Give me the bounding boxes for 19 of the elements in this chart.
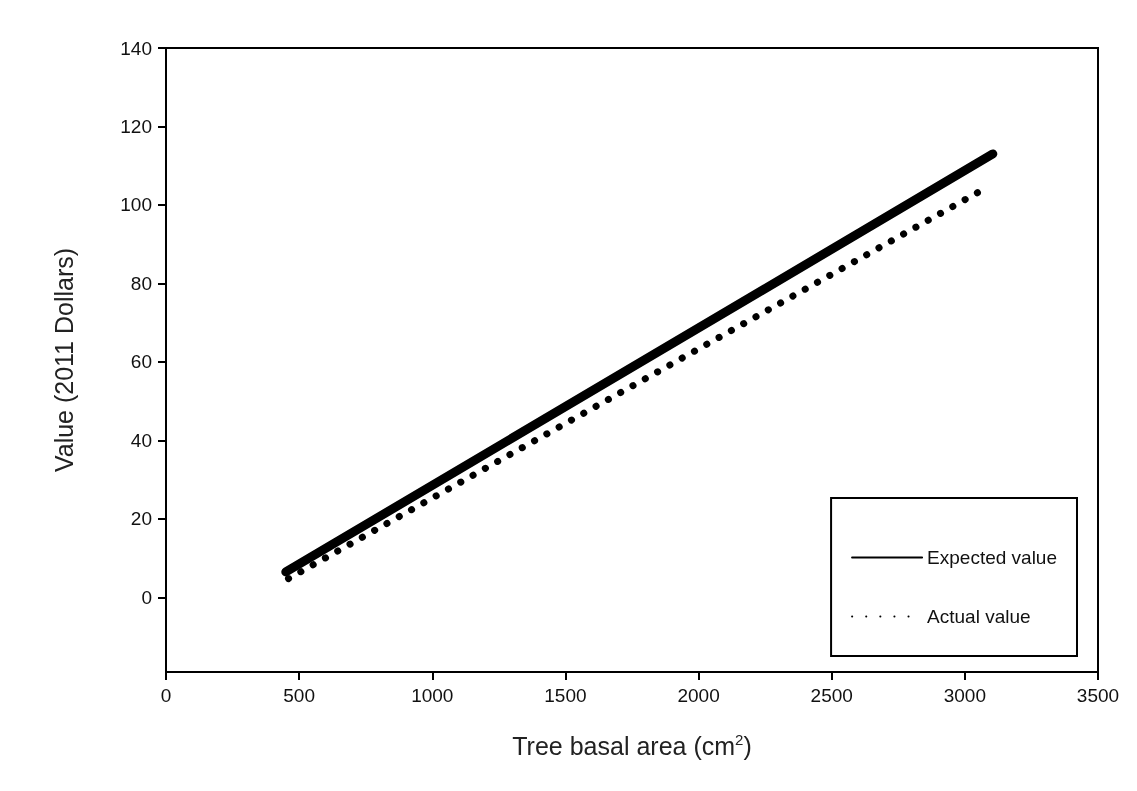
x-tick-label: 0 — [160, 685, 172, 706]
y-axis-title: Value (2011 Dollars) — [49, 247, 78, 473]
x-tick-label: 2000 — [677, 685, 720, 706]
x-tick-label: 1000 — [411, 685, 454, 706]
y-tick-label: 0 — [141, 586, 152, 608]
legend-label: Actual value — [927, 606, 1031, 627]
legend-label: Expected value — [927, 547, 1057, 568]
y-tick-label: 80 — [130, 272, 152, 294]
y-tick-label: 100 — [120, 194, 152, 216]
y-tick-label: 20 — [130, 508, 152, 530]
x-tick-label: 3000 — [943, 685, 986, 706]
x-tick-label: 500 — [283, 685, 315, 706]
y-tick-label: 120 — [120, 115, 152, 137]
x-tick-label: 3500 — [1076, 685, 1120, 706]
y-tick-label: 140 — [120, 37, 152, 59]
x-tick-label: 1500 — [544, 685, 587, 706]
y-tick-label: 40 — [130, 429, 152, 451]
y-tick-label: 60 — [130, 351, 152, 373]
x-tick-label: 2500 — [810, 685, 853, 706]
